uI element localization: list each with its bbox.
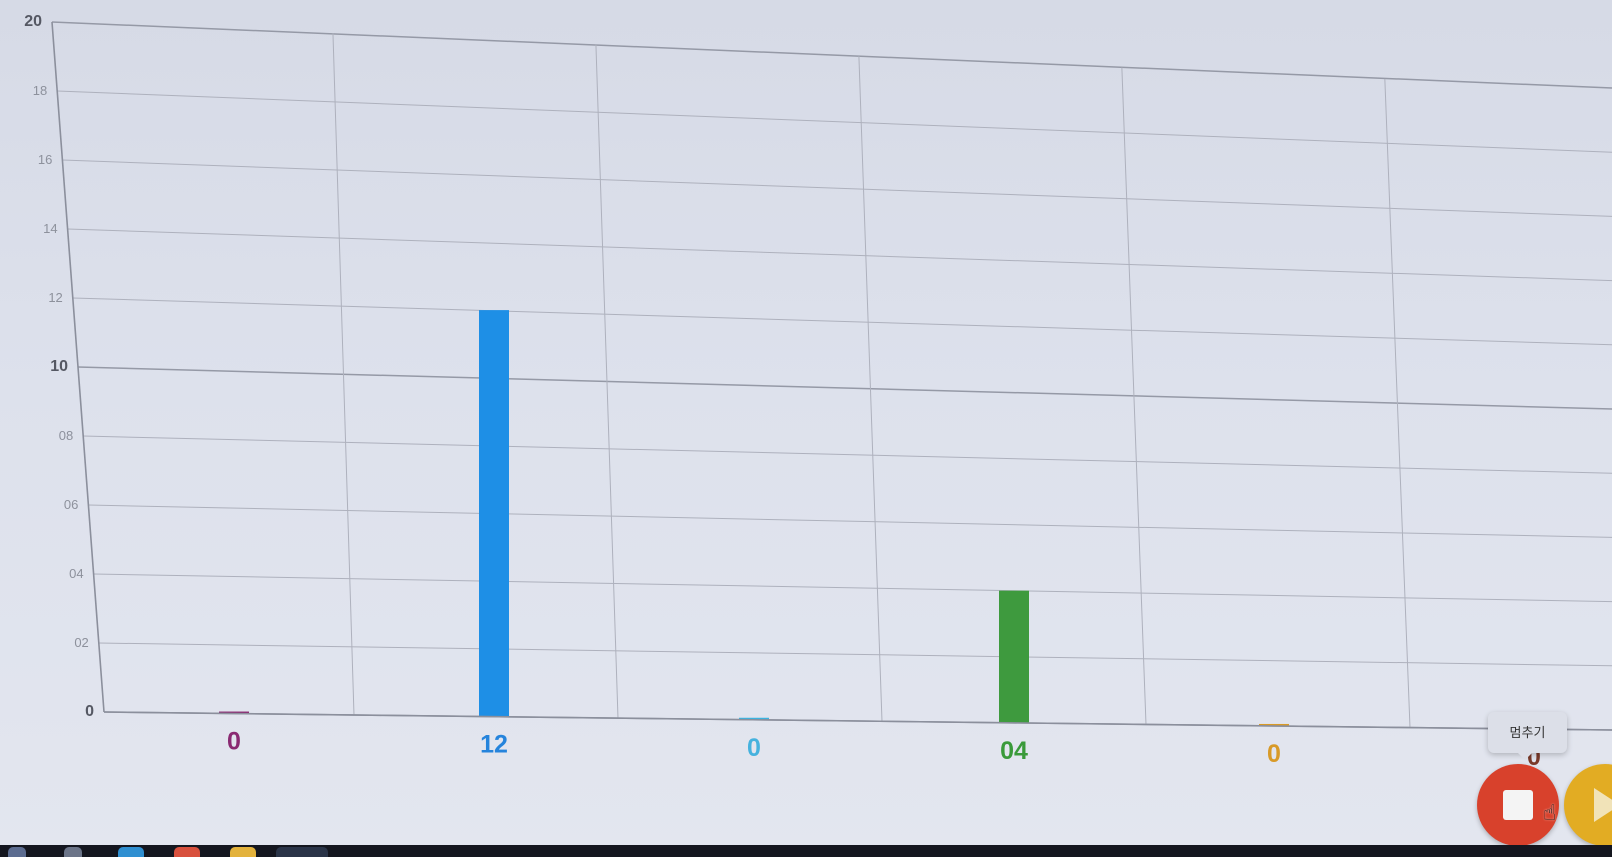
- y-gridline: [51, 21, 1612, 89]
- file-explorer-icon[interactable]: [230, 847, 256, 857]
- y-gridline: [62, 159, 1612, 217]
- y-tick-label: 04: [69, 566, 83, 581]
- chrome-browser-icon[interactable]: [174, 847, 200, 857]
- bar-value-label: 12: [480, 731, 508, 759]
- y-tick-label: 10: [50, 358, 68, 375]
- play-icon: [1594, 788, 1612, 822]
- y-tick-label: 20: [24, 13, 42, 30]
- chart-bars: [219, 310, 1549, 730]
- hand-pointer-icon: ☝: [1543, 800, 1557, 825]
- bar: [219, 711, 249, 714]
- bar: [999, 590, 1029, 723]
- y-tick-label: 02: [74, 635, 88, 650]
- x-gridline: [1384, 78, 1411, 728]
- y-gridline: [88, 504, 1612, 538]
- bar-value-label: 0: [747, 734, 761, 762]
- y-gridline: [77, 366, 1612, 410]
- x-gridline: [595, 44, 619, 719]
- bar: [739, 717, 769, 720]
- stop-icon: [1503, 790, 1533, 820]
- stop-button[interactable]: [1477, 764, 1559, 846]
- y-tick-label: 14: [43, 221, 57, 236]
- bar: [1259, 723, 1289, 726]
- bar-value-label: 04: [1000, 737, 1028, 765]
- tooltip-label: 멈추기: [1509, 725, 1546, 740]
- chart-axes: [51, 21, 1612, 731]
- chart-grid: [51, 21, 1612, 731]
- x-gridline: [858, 56, 883, 722]
- y-axis: [51, 21, 105, 713]
- y-gridline: [57, 90, 1612, 153]
- y-gridline: [67, 228, 1612, 282]
- start-icon[interactable]: [8, 847, 26, 857]
- y-tick-label: 18: [33, 83, 47, 98]
- y-gridline: [72, 297, 1612, 346]
- stop-tooltip: 멈추기: [1488, 712, 1567, 760]
- y-tick-label: 16: [38, 152, 52, 167]
- y-gridline: [98, 642, 1612, 667]
- active-app-icon[interactable]: [276, 847, 328, 857]
- edge-browser-icon[interactable]: [118, 847, 144, 857]
- y-tick-label: 12: [48, 290, 62, 305]
- bar-value-label: 0: [227, 728, 241, 756]
- x-axis: [103, 711, 1612, 731]
- y-tick-label: 06: [64, 497, 78, 512]
- task-view-icon[interactable]: [64, 847, 82, 857]
- x-gridline: [1121, 67, 1147, 725]
- taskbar: [0, 845, 1612, 857]
- x-gridline: [332, 33, 355, 716]
- y-gridline: [83, 435, 1612, 474]
- y-tick-label: 0: [85, 703, 94, 720]
- y-gridline: [93, 573, 1612, 603]
- bar: [479, 310, 509, 717]
- y-tick-label: 08: [59, 428, 73, 443]
- bar-value-label: 0: [1267, 740, 1281, 768]
